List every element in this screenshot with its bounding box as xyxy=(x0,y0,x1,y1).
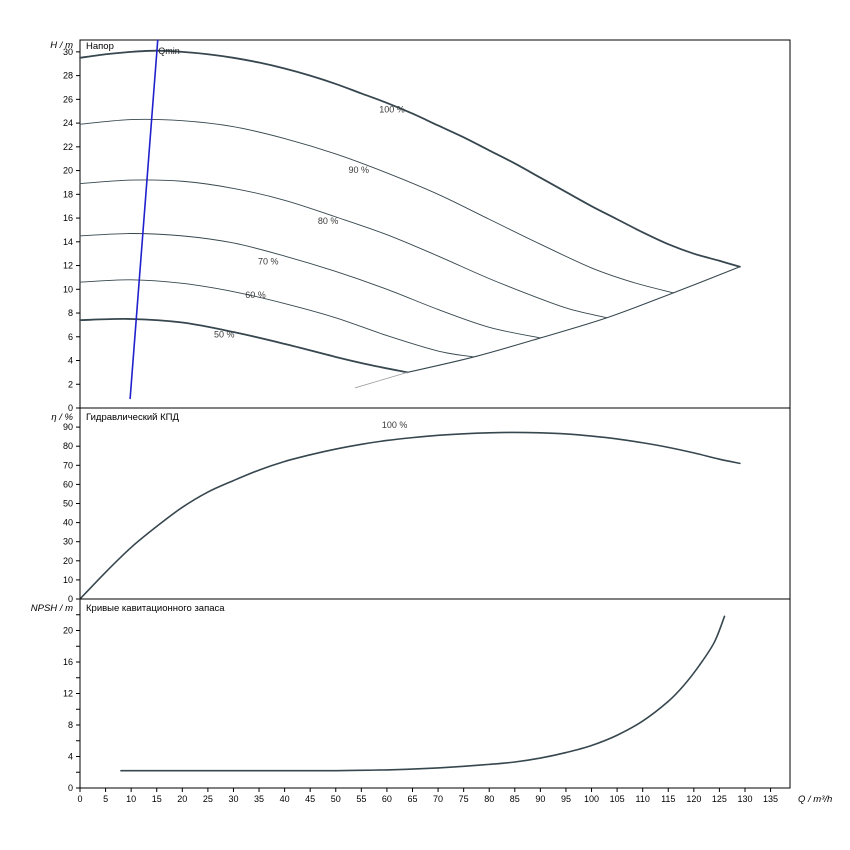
min-limit-gray-line xyxy=(354,371,408,389)
y-tick-label: 12 xyxy=(63,689,73,699)
curve-50pct xyxy=(79,317,409,374)
y-axis-label: NPSH / m xyxy=(31,603,73,614)
curve-label: Qmin xyxy=(158,46,180,56)
y-tick-label: 4 xyxy=(68,752,73,762)
x-tick-label: 80 xyxy=(484,794,494,804)
y-tick-label: 70 xyxy=(63,460,73,470)
y-axis-label: H / m xyxy=(50,40,73,51)
panel-frame xyxy=(79,598,791,789)
x-tick-label: 20 xyxy=(177,794,187,804)
curve-70pct xyxy=(79,233,541,339)
curve-80pct xyxy=(79,179,608,319)
curve-label: 60 % xyxy=(245,290,266,300)
y-tick-label: 20 xyxy=(63,556,73,566)
x-tick-label: 95 xyxy=(561,794,571,804)
x-tick-label: 85 xyxy=(510,794,520,804)
x-tick-label: 0 xyxy=(77,794,82,804)
y-tick-label: 22 xyxy=(63,142,73,152)
panel-title: Напор xyxy=(86,41,114,52)
curve-label: 80 % xyxy=(318,216,339,226)
x-tick-label: 25 xyxy=(203,794,213,804)
panel-frame xyxy=(79,39,791,409)
x-tick-label: 115 xyxy=(661,794,675,804)
curve-label: 100 % xyxy=(382,420,408,430)
x-tick-label: 55 xyxy=(356,794,366,804)
panel-title: Гидравлический КПД xyxy=(86,412,179,423)
y-tick-label: 6 xyxy=(68,332,73,342)
x-tick-label: 10 xyxy=(126,794,136,804)
x-tick-label: 60 xyxy=(382,794,392,804)
y-tick-label: 14 xyxy=(63,237,73,247)
y-tick-label: 40 xyxy=(63,518,73,528)
panel-frame xyxy=(79,407,791,600)
efficiency-curve-100pct xyxy=(79,431,741,600)
y-tick-label: 10 xyxy=(63,284,73,294)
x-tick-label: 15 xyxy=(152,794,162,804)
curve-90pct xyxy=(79,118,674,294)
x-tick-label: 125 xyxy=(712,794,727,804)
y-tick-label: 26 xyxy=(63,94,73,104)
x-tick-label: 75 xyxy=(459,794,469,804)
y-tick-label: 50 xyxy=(63,499,73,509)
x-tick-label: 30 xyxy=(228,794,238,804)
curve-label: 90 % xyxy=(349,165,370,175)
y-tick-label: 8 xyxy=(68,720,73,730)
x-tick-label: 100 xyxy=(584,794,599,804)
x-tick-label: 45 xyxy=(305,794,315,804)
x-axis-label: Q / m³/h xyxy=(798,794,832,805)
x-tick-label: 110 xyxy=(636,794,650,804)
y-tick-label: 20 xyxy=(63,166,73,176)
y-tick-label: 60 xyxy=(63,479,73,489)
y-tick-label: 30 xyxy=(63,47,73,57)
y-tick-label: 90 xyxy=(63,422,73,432)
y-tick-label: 20 xyxy=(63,626,73,636)
y-tick-label: 0 xyxy=(68,594,73,604)
y-tick-label: 4 xyxy=(68,356,73,366)
y-tick-label: 24 xyxy=(63,118,73,128)
x-tick-label: 135 xyxy=(763,794,778,804)
max-flow-boundary xyxy=(406,266,741,373)
y-tick-label: 28 xyxy=(63,71,73,81)
curve-label: 70 % xyxy=(258,256,279,266)
x-tick-label: 120 xyxy=(686,794,701,804)
x-tick-label: 130 xyxy=(737,794,752,804)
y-tick-label: 0 xyxy=(68,783,73,793)
curve-60pct xyxy=(79,279,475,358)
y-tick-label: 30 xyxy=(63,537,73,547)
y-tick-label: 2 xyxy=(68,379,73,389)
y-tick-label: 12 xyxy=(63,261,73,271)
y-tick-label: 16 xyxy=(63,657,73,667)
y-tick-label: 8 xyxy=(68,308,73,318)
curve-100pct xyxy=(79,49,741,268)
y-tick-label: 80 xyxy=(63,441,73,451)
x-tick-label: 70 xyxy=(433,794,443,804)
x-tick-label: 90 xyxy=(535,794,545,804)
npsh-curve xyxy=(120,615,726,772)
y-tick-label: 18 xyxy=(63,189,73,199)
y-tick-label: 0 xyxy=(68,403,73,413)
y-axis-label: η / % xyxy=(51,412,73,423)
curve-label: 100 % xyxy=(379,104,405,114)
x-tick-label: 105 xyxy=(610,794,625,804)
y-tick-label: 10 xyxy=(63,575,73,585)
qmin-line xyxy=(129,39,159,400)
curve-label: 50 % xyxy=(214,329,235,339)
panel-title: Кривые кавитационного запаса xyxy=(86,603,225,614)
x-tick-label: 50 xyxy=(331,794,341,804)
x-tick-label: 40 xyxy=(280,794,290,804)
x-tick-label: 5 xyxy=(103,794,108,804)
x-tick-label: 65 xyxy=(407,794,417,804)
y-tick-label: 16 xyxy=(63,213,73,223)
x-tick-label: 35 xyxy=(254,794,264,804)
